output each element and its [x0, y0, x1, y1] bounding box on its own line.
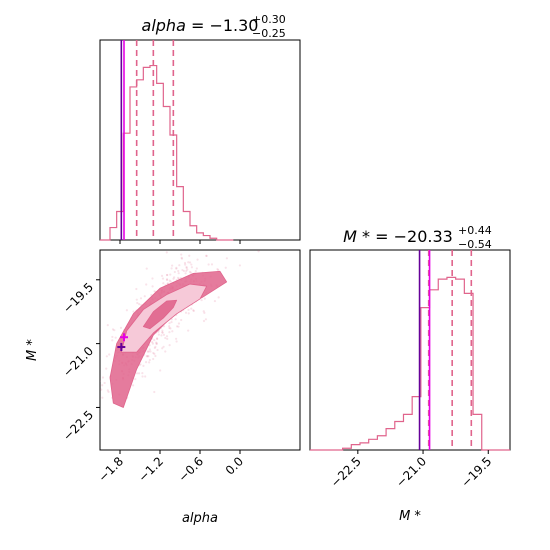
histogram-bin [403, 414, 412, 450]
alpha-histogram [100, 40, 234, 241]
density-contour-middle [120, 283, 208, 353]
x-axis-label-Mstar: M * [399, 509, 421, 524]
x-tick-label: −22.5 [328, 454, 364, 490]
histogram-bin [456, 279, 465, 450]
histogram-bin [343, 448, 352, 450]
histogram-bin [137, 80, 144, 240]
histogram-bin [210, 238, 217, 240]
Mstar-histogram [310, 250, 510, 451]
histogram-bin [117, 212, 124, 240]
histogram-bin [130, 87, 137, 240]
joint-density [100, 250, 260, 408]
histogram-bin [157, 83, 164, 240]
histogram-bin [163, 107, 170, 241]
x-tick-label: −19.5 [458, 454, 494, 490]
histogram-bin [430, 290, 439, 450]
histogram-bin [438, 279, 447, 450]
histogram-bin [395, 422, 404, 450]
histogram-bin [386, 429, 395, 450]
histogram-bin [143, 67, 150, 240]
density-contour-inner [142, 299, 178, 330]
Mstar-marginal-frame [309, 249, 511, 451]
y-tick-label: −19.5 [60, 280, 96, 316]
histogram-step [310, 276, 510, 451]
Mstar-title-plus: +0.44 [458, 224, 492, 237]
histogram-bin [351, 445, 360, 450]
truth-marker [120, 333, 128, 342]
y-axis-label-Mstar: M * [25, 339, 40, 361]
x-tick-label: −21.0 [393, 454, 429, 490]
x-tick-label: −0.6 [176, 454, 207, 485]
alpha-title-plus: +0.30 [252, 13, 286, 26]
y-tick-label: −22.5 [60, 408, 96, 444]
Mstar-title-minus: −0.54 [458, 238, 492, 251]
x-axis-label-alpha: alpha [182, 511, 218, 526]
histogram-bin [110, 228, 117, 240]
histogram-bin [473, 414, 482, 450]
histogram-bin [377, 436, 386, 450]
histogram-bin [183, 212, 190, 240]
histogram-bin [190, 226, 197, 240]
histogram-bin [197, 233, 204, 240]
x-tick-label: −1.8 [96, 454, 127, 485]
histogram-bin [369, 439, 378, 450]
histogram-bin [421, 308, 430, 450]
histogram-bin [360, 443, 369, 450]
histogram-bin [203, 236, 210, 240]
y-tick-label: −21.0 [60, 344, 96, 380]
Mstar-title: M * = −20.33 [343, 227, 453, 246]
alpha-title: alpha = −1.30 [142, 16, 259, 35]
x-tick-label: 0.0 [223, 454, 246, 477]
truth-marker [117, 343, 126, 352]
histogram-bin [447, 277, 456, 450]
histogram-bin [177, 187, 184, 240]
alpha-title-minus: −0.25 [252, 27, 286, 40]
x-tick-label: −1.2 [136, 454, 167, 485]
